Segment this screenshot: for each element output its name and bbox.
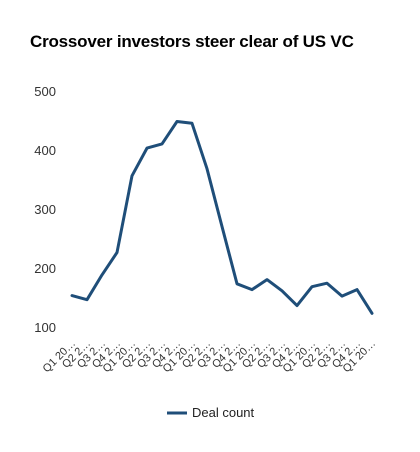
series-line-deal-count <box>70 120 374 315</box>
x-axis-ticks: Q1 20…Q2 2…Q3 2…Q4 2…Q1 20…Q2 2…Q3 2…Q4 … <box>41 338 378 375</box>
y-axis-ticks: 100 200 300 400 500 <box>34 84 56 335</box>
y-tick-label: 500 <box>34 84 56 99</box>
legend: Deal count <box>167 405 255 420</box>
y-tick-label: 100 <box>34 320 56 335</box>
legend-label-deal-count: Deal count <box>192 405 255 420</box>
y-tick-label: 200 <box>34 261 56 276</box>
y-tick-label: 300 <box>34 202 56 217</box>
y-tick-label: 400 <box>34 143 56 158</box>
chart-title: Crossover investors steer clear of US VC <box>30 32 354 51</box>
